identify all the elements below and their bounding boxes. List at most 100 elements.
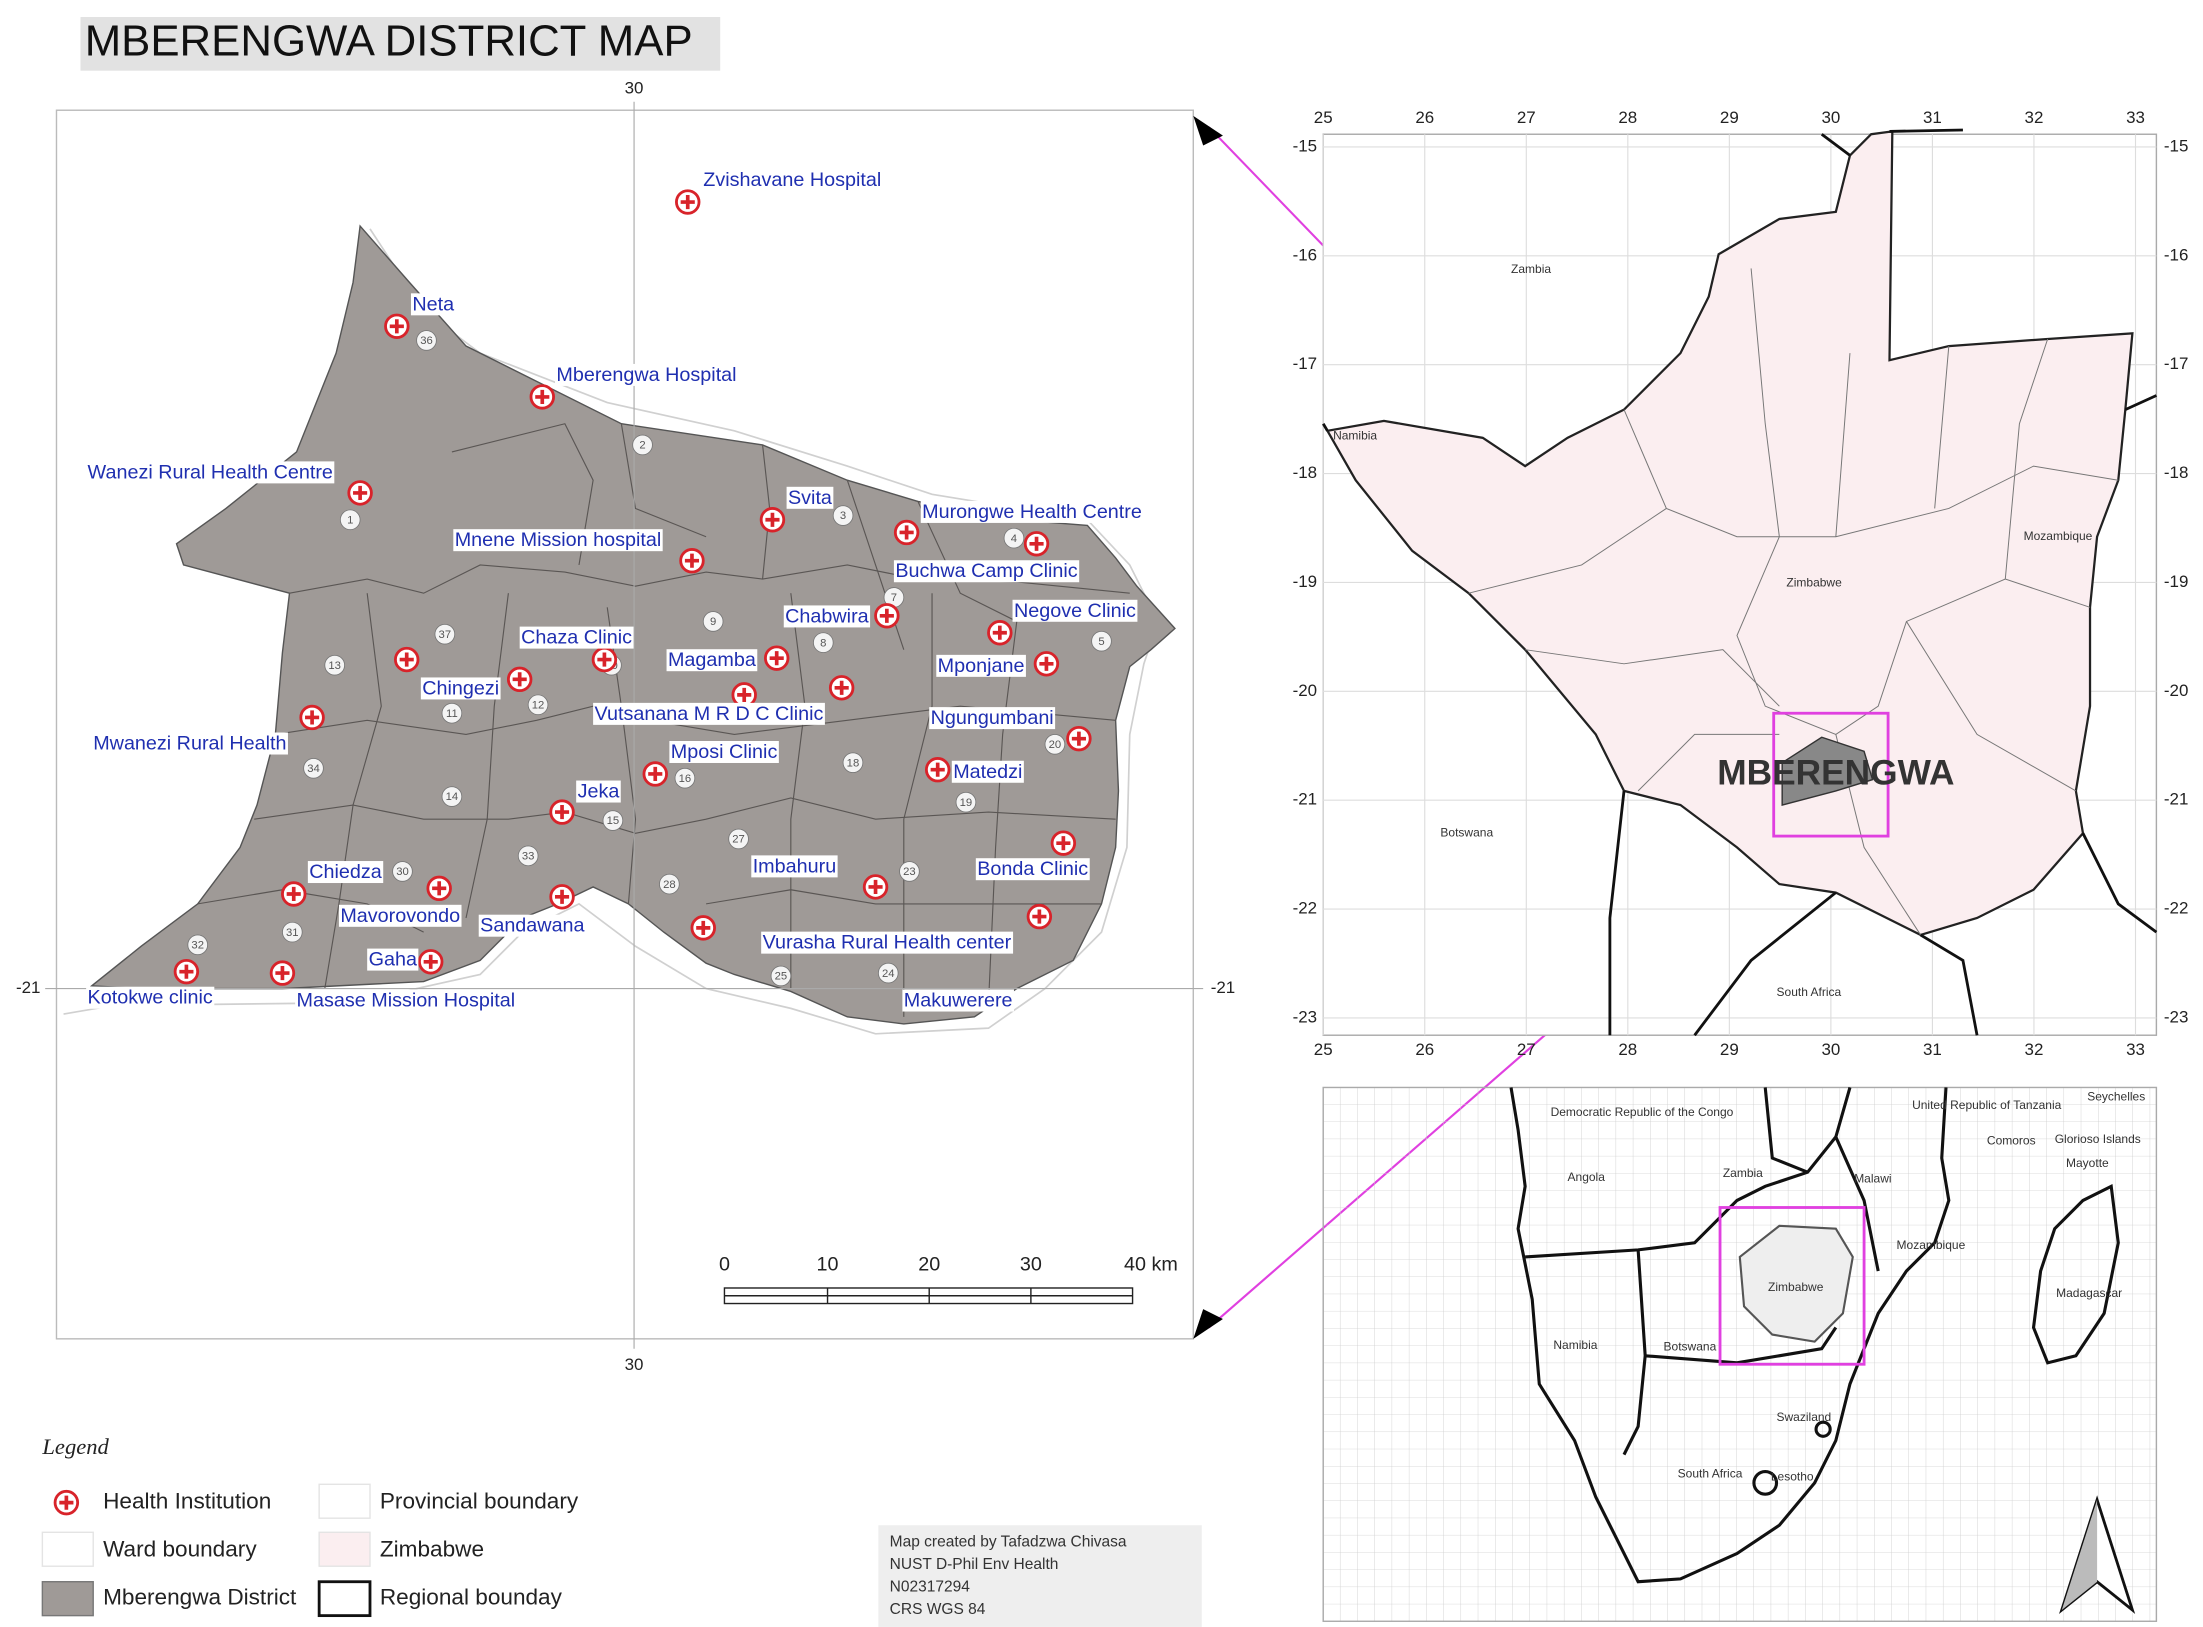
health-institution bbox=[1050, 830, 1077, 857]
ward-number: 12 bbox=[532, 699, 545, 711]
regional-boundaries bbox=[1509, 1087, 2120, 1584]
ward-number: 7 bbox=[891, 592, 897, 604]
country-label: Namibia bbox=[1553, 1338, 1597, 1352]
scale-bar bbox=[723, 1287, 1134, 1305]
country-label: United Republic of Tanzania bbox=[1912, 1098, 2062, 1112]
health-institution bbox=[548, 798, 576, 826]
facility-label: Imbahuru bbox=[753, 855, 837, 877]
label-background bbox=[91, 732, 288, 755]
health-institution bbox=[298, 704, 326, 731]
legend-swatch bbox=[318, 1531, 371, 1567]
label-background bbox=[920, 500, 1144, 523]
facility-label: Jeka bbox=[578, 781, 620, 803]
scale-label: 10 bbox=[817, 1254, 839, 1276]
y-tick-label: -23 bbox=[2164, 1007, 2188, 1026]
ward-marker bbox=[441, 702, 463, 724]
country-label: Malawi bbox=[1854, 1171, 1891, 1185]
ward-marker bbox=[527, 694, 549, 716]
facility-label: Masase Mission Hospital bbox=[297, 990, 516, 1012]
label-background bbox=[295, 989, 517, 1012]
graticule-label: 30 bbox=[625, 1355, 644, 1374]
label-background bbox=[669, 740, 779, 763]
y-tick-label: -22 bbox=[1293, 899, 1317, 918]
x-tick-label: 33 bbox=[2126, 1040, 2145, 1059]
y-tick-label: -20 bbox=[2164, 681, 2188, 700]
district-label: MBERENGWA bbox=[1717, 754, 1954, 793]
label-background bbox=[902, 989, 1014, 1012]
health-institution bbox=[548, 883, 576, 910]
ward-marker bbox=[832, 505, 854, 526]
facility-label: Chabwira bbox=[785, 605, 869, 627]
zimbabwe-inset bbox=[1738, 1224, 1854, 1343]
ward-number: 2 bbox=[639, 440, 645, 452]
ward-marker bbox=[441, 786, 463, 807]
ward-marker bbox=[728, 828, 749, 850]
ward-number: 9 bbox=[710, 616, 716, 628]
country-label: South Africa bbox=[1678, 1467, 1743, 1481]
ward-number: 5 bbox=[1098, 636, 1104, 648]
label-background bbox=[666, 649, 758, 672]
country-label: Zambia bbox=[1511, 262, 1551, 276]
health-institution bbox=[873, 602, 900, 629]
health-institution bbox=[1023, 530, 1050, 557]
label-background bbox=[975, 858, 1090, 881]
x-tick-label: 28 bbox=[1618, 108, 1637, 127]
y-tick-label: -19 bbox=[1293, 572, 1317, 591]
legend-label: Mberengwa District bbox=[103, 1585, 297, 1610]
country-label: Mozambique bbox=[1897, 1238, 1966, 1252]
facility-label: Vutsanana M R D C Clinic bbox=[595, 703, 824, 725]
x-tick-label: 26 bbox=[1415, 108, 1434, 127]
graticule-label: -21 bbox=[16, 978, 40, 997]
country-label: Mozambique bbox=[2024, 529, 2093, 543]
ward-number: 19 bbox=[960, 797, 973, 809]
credit-line: N02317294 bbox=[890, 1578, 971, 1595]
health-institution bbox=[417, 948, 444, 975]
x-tick-label: 29 bbox=[1720, 1040, 1739, 1059]
health-institution bbox=[828, 674, 855, 701]
ward-number: 13 bbox=[328, 660, 341, 672]
facility-label: Mposi Clinic bbox=[671, 741, 778, 763]
ward-number: 15 bbox=[607, 815, 620, 827]
scale-label: 20 bbox=[918, 1254, 940, 1276]
ward-marker bbox=[955, 791, 977, 813]
ward-marker bbox=[434, 623, 456, 645]
ward-number: 4 bbox=[1011, 533, 1017, 545]
ward-marker bbox=[812, 632, 834, 653]
health-institution bbox=[591, 646, 618, 673]
graticule-label: 30 bbox=[625, 79, 644, 98]
country-label: South Africa bbox=[1777, 985, 1842, 999]
label-background bbox=[86, 461, 335, 484]
label-background bbox=[951, 760, 1024, 783]
facility-label: Chingezi bbox=[422, 677, 499, 699]
ward-number: 3 bbox=[840, 510, 846, 522]
y-tick-label: -23 bbox=[1293, 1007, 1317, 1026]
health-institution bbox=[924, 756, 951, 783]
mberengwa-inset bbox=[1781, 736, 1874, 806]
health-institution bbox=[759, 506, 786, 533]
ward-marker bbox=[324, 654, 345, 676]
facility-label: Chiedza bbox=[309, 861, 382, 883]
facility-label: Magamba bbox=[668, 649, 756, 671]
ward-number: 1 bbox=[347, 514, 353, 526]
graticule-label: -21 bbox=[1211, 978, 1235, 997]
ward-number: 30 bbox=[396, 866, 409, 878]
credits-box bbox=[878, 1525, 1202, 1627]
x-tick-label: 27 bbox=[1517, 108, 1536, 127]
ward-number: 16 bbox=[679, 773, 692, 785]
health-institution bbox=[1026, 903, 1053, 930]
health-institution bbox=[280, 880, 307, 908]
y-tick-label: -15 bbox=[2164, 136, 2188, 155]
country-label: Madagascar bbox=[2056, 1286, 2122, 1300]
x-tick-label: 31 bbox=[1923, 1040, 1942, 1059]
ward-number: 23 bbox=[903, 866, 916, 878]
legend-swatch bbox=[317, 1580, 372, 1618]
facility-label: Gaha bbox=[369, 949, 417, 971]
health-institution bbox=[426, 875, 453, 902]
country-label: Seychelles bbox=[2087, 1090, 2145, 1104]
ward-number: 34 bbox=[307, 763, 320, 775]
ward-marker bbox=[517, 845, 539, 867]
ward-marker bbox=[674, 767, 696, 789]
country-label: Swaziland bbox=[1777, 1410, 1832, 1424]
label-background bbox=[751, 855, 838, 878]
country-label: Namibia bbox=[1333, 429, 1377, 443]
